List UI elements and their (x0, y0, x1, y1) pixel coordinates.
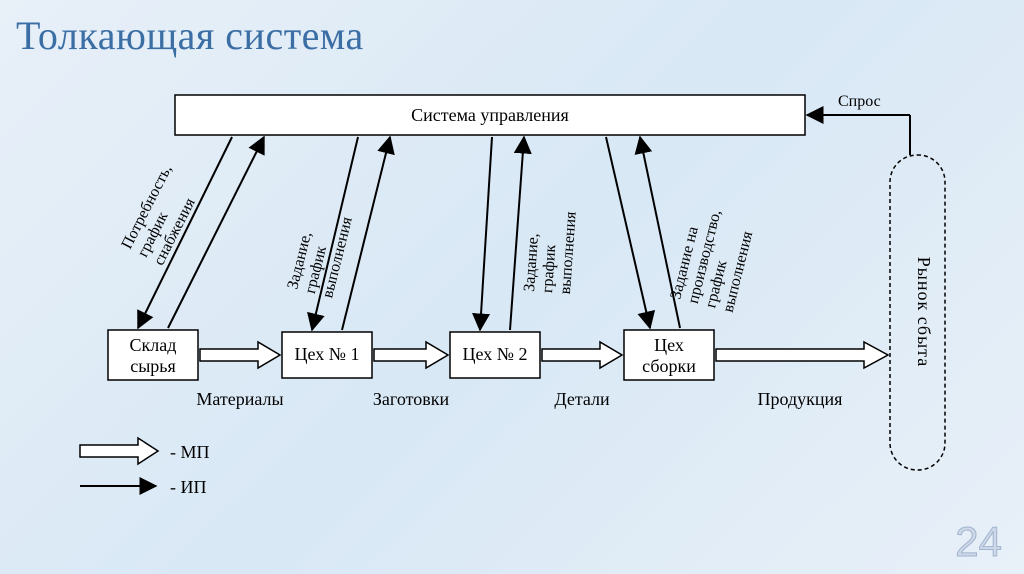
flow-arrow-3 (542, 342, 622, 368)
edge-label-e4: Задание на производство, график выполнен… (667, 204, 759, 314)
edge-shop2-mgmt-up (510, 137, 524, 330)
svg-text:выполнения: выполнения (557, 210, 580, 294)
node-warehouse-l1: Склад (130, 335, 177, 355)
node-warehouse-l2: сырья (130, 356, 176, 376)
edge-demand-label: Спрос (838, 93, 881, 110)
edge-mgmt-shop2-down (480, 137, 492, 330)
legend-hollow-arrow-icon (80, 438, 158, 464)
node-assembly-l1: Цех (654, 335, 684, 355)
svg-text:график: график (539, 244, 559, 294)
node-shop2-label: Цех № 2 (463, 344, 528, 364)
flow-arrow-1 (200, 342, 280, 368)
node-assembly-l2: сборки (642, 356, 696, 376)
edge-label-e2: Задание, график выполнения (284, 206, 356, 300)
node-market-label: Рынок сбыта (914, 257, 934, 368)
legend-mp: - МП (170, 442, 210, 462)
flow-arrow-4 (716, 342, 888, 368)
flow-label-products: Продукция (758, 389, 843, 409)
node-shop1-label: Цех № 1 (295, 344, 360, 364)
flow-label-parts: Детали (554, 389, 610, 409)
flow-arrow-2 (374, 342, 448, 368)
edge-label-e3: Задание, график выполнения (521, 208, 580, 295)
edge-mgmt-assembly-down (606, 137, 650, 328)
legend-ip: - ИП (170, 477, 207, 497)
flow-label-blanks: Заготовки (373, 389, 450, 409)
flow-label-materials: Материалы (196, 389, 283, 409)
diagram-canvas: Система управления Склад сырья Цех № 1 Ц… (0, 0, 1024, 574)
node-management-label: Система управления (411, 105, 569, 125)
